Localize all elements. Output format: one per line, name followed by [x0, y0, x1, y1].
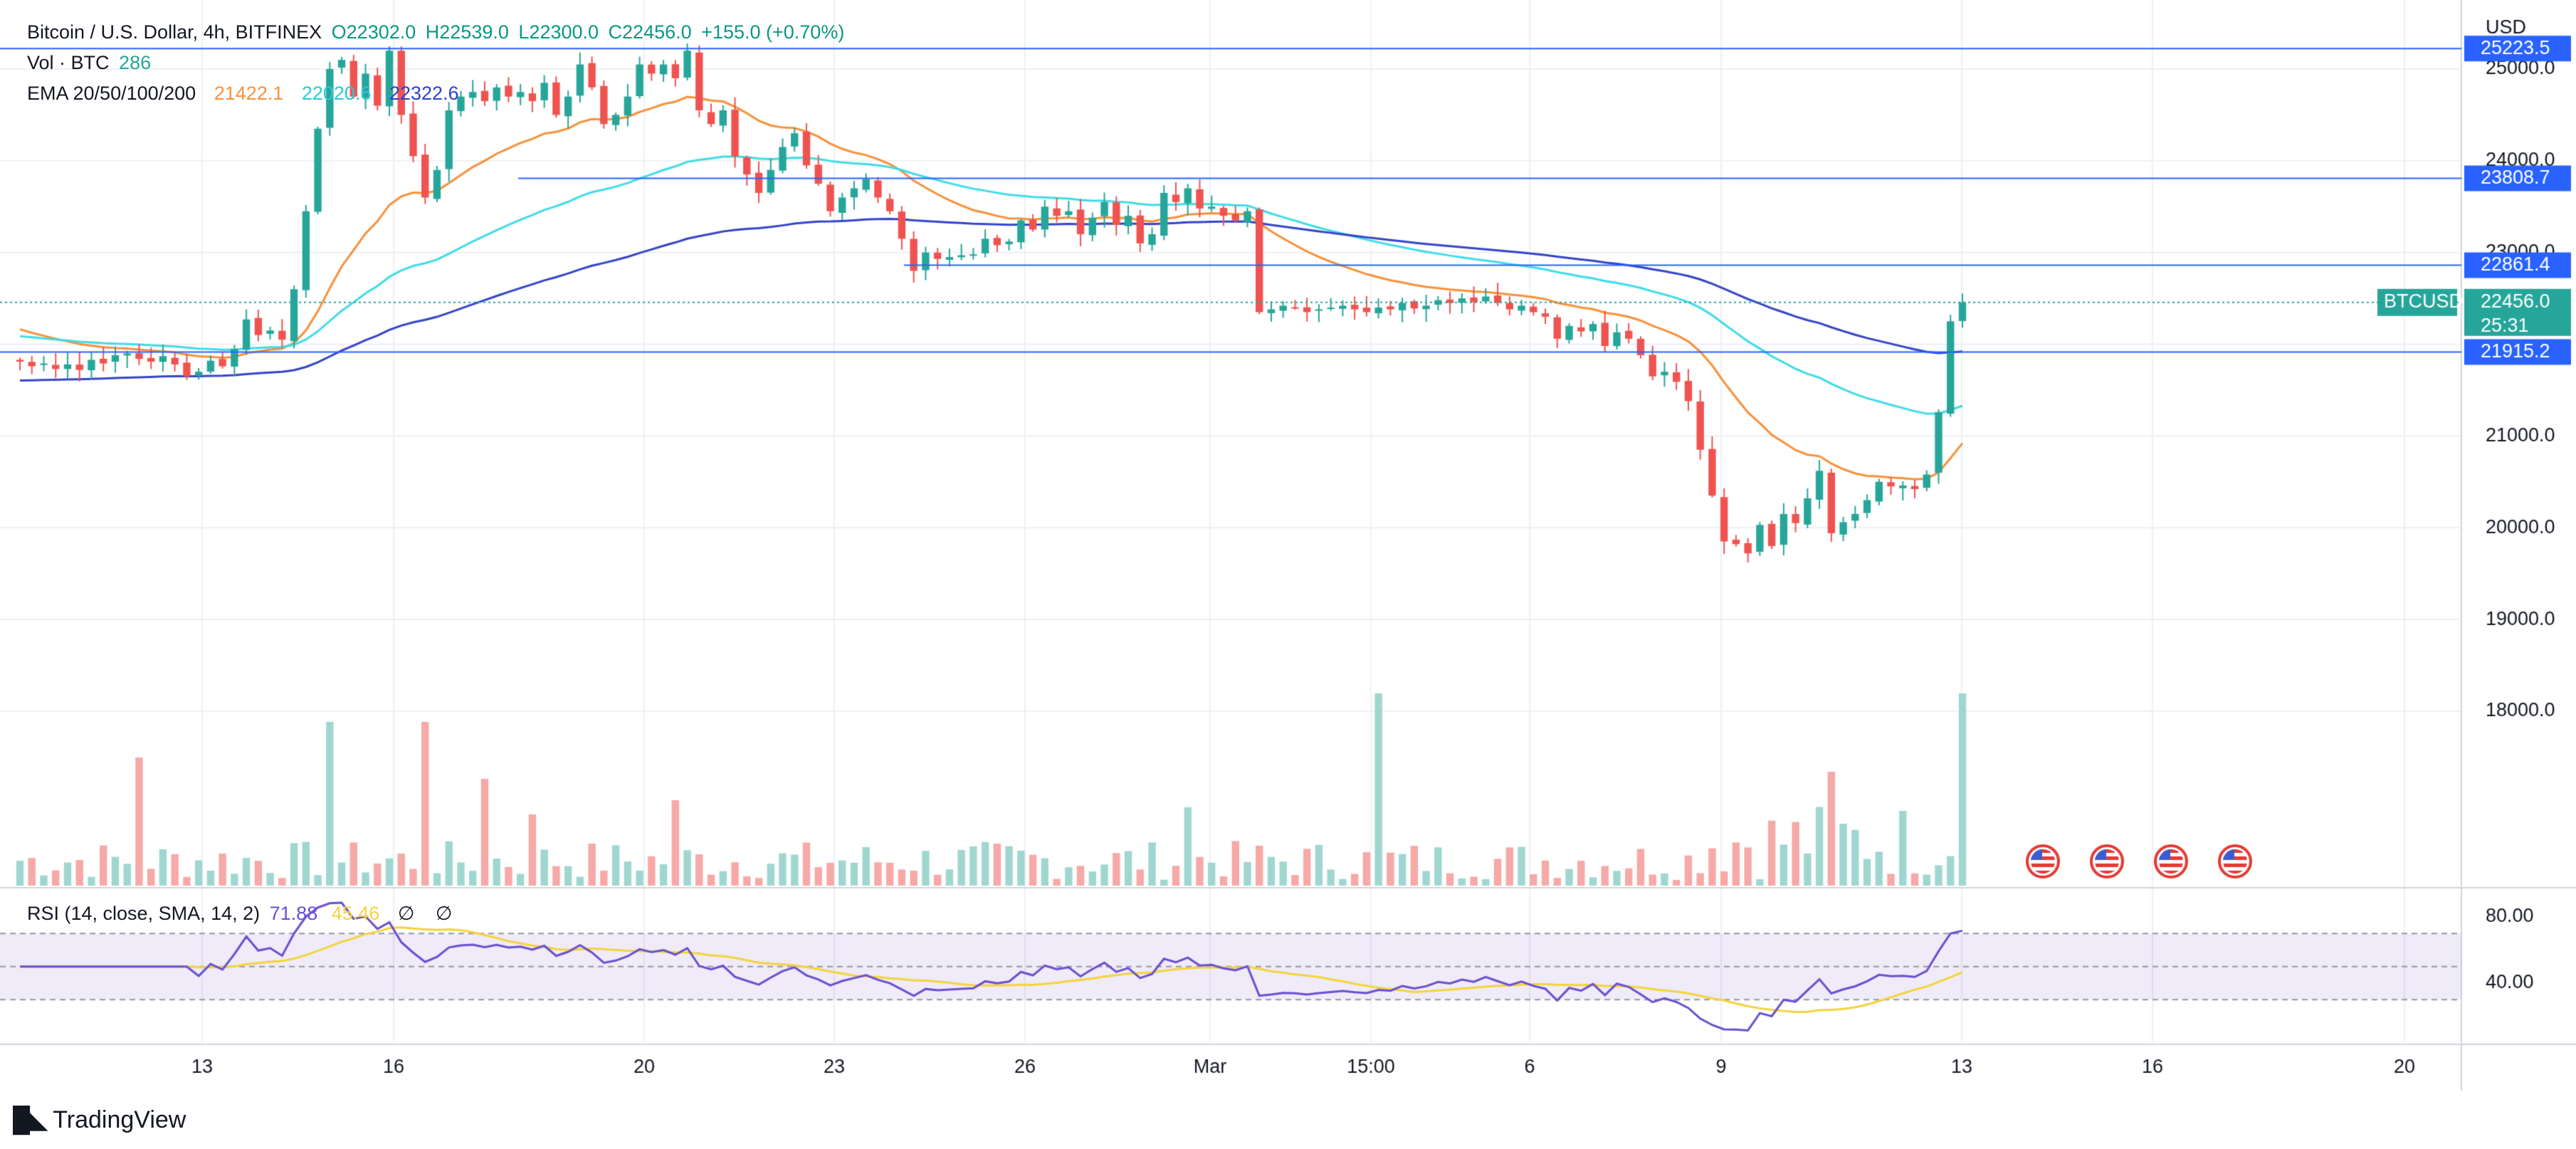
rsi-extra-1: ∅ — [397, 903, 415, 924]
rsi-extra-2: ∅ — [435, 903, 453, 924]
ohlc-high: H22539.0 — [425, 21, 509, 43]
volume-value: 286 — [119, 52, 152, 73]
tradingview-wordmark: TradingView — [53, 1106, 186, 1133]
rsi-label[interactable]: RSI (14, close, SMA, 14, 2) — [27, 903, 261, 924]
ema50-value: 22020.6 — [301, 83, 372, 104]
rsi-value: 71.88 — [269, 903, 318, 924]
rsi-legend: RSI (14, close, SMA, 14, 2) 71.88 45.46 … — [27, 899, 452, 928]
ema-legend: EMA 20/50/100/200 21422.1 22020.6 22322.… — [27, 79, 472, 107]
tradingview-icon: █◣ — [13, 1106, 47, 1133]
rsi-sma-value: 45.46 — [331, 903, 380, 924]
tradingview-logo[interactable]: █◣ TradingView — [13, 1106, 186, 1134]
ohlc-open: O22302.0 — [331, 21, 416, 43]
symbol-title[interactable]: Bitcoin / U.S. Dollar, 4h, BITFINEX — [27, 21, 322, 43]
ema100-value: 22322.6 — [389, 83, 459, 104]
ohlc-change: +155.0 (+0.70%) — [701, 21, 845, 43]
ohlc-close: C22456.0 — [608, 21, 692, 43]
ohlc-low: L22300.0 — [518, 21, 599, 43]
volume-label[interactable]: Vol · BTC — [27, 52, 110, 73]
symbol-legend: Bitcoin / U.S. Dollar, 4h, BITFINEX O223… — [27, 18, 848, 46]
volume-legend: Vol · BTC 286 — [27, 48, 155, 77]
ema-label[interactable]: EMA 20/50/100/200 — [27, 83, 196, 104]
ema20-value: 21422.1 — [214, 83, 284, 104]
